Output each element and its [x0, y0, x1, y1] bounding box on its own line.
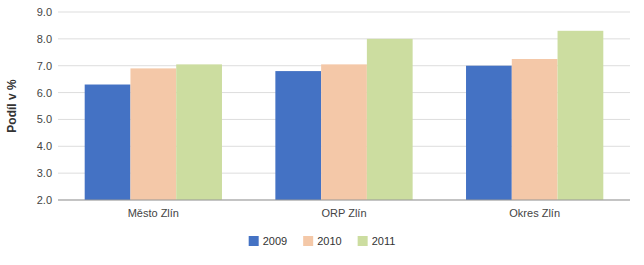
y-tick-label: 8.0 [37, 33, 52, 45]
legend-label: 2010 [317, 235, 341, 247]
y-tick-label: 3.0 [37, 167, 52, 179]
bar [130, 68, 176, 200]
chart: 2.0 3.0 4.0 5.0 6.0 7.0 8.0 9.0 Podíl v % Město Z… [0, 0, 644, 265]
grid [58, 12, 630, 200]
y-tick-label: 6.0 [37, 87, 52, 99]
bar [466, 66, 512, 200]
x-tick-label: ORP Zlín [321, 207, 366, 219]
legend-label: 2011 [372, 235, 396, 247]
bar [85, 85, 131, 200]
legend-swatch [358, 236, 368, 246]
bar [512, 59, 558, 200]
y-tick-label: 4.0 [37, 140, 52, 152]
bar [176, 64, 222, 200]
y-tick-label: 2.0 [37, 194, 52, 206]
x-tick-label: Město Zlín [128, 207, 179, 219]
x-axis-line [58, 200, 630, 201]
grid-line [58, 200, 630, 201]
y-tick-label: 5.0 [37, 113, 52, 125]
legend-swatch [303, 236, 313, 246]
bar [275, 71, 321, 200]
y-axis-label: Podíl v % [5, 79, 19, 133]
legend-label: 2009 [263, 235, 287, 247]
x-tick-label: Okres Zlín [509, 207, 560, 219]
y-tick-label: 9.0 [37, 6, 52, 18]
legend-swatch [249, 236, 259, 246]
grid-line [58, 38, 630, 39]
legend: 2009 2010 2011 [249, 235, 396, 247]
bar [321, 64, 367, 200]
bar [367, 39, 413, 200]
y-tick-label: 7.0 [37, 60, 52, 72]
bars [85, 31, 604, 200]
grid-line [58, 12, 630, 13]
bar [558, 31, 604, 200]
